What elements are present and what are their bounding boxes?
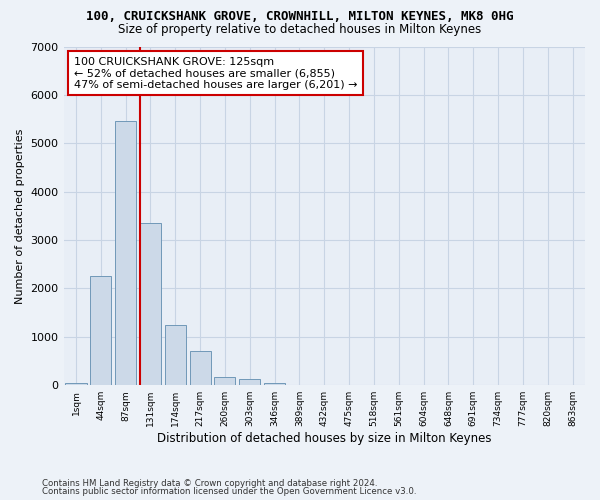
X-axis label: Distribution of detached houses by size in Milton Keynes: Distribution of detached houses by size … <box>157 432 491 445</box>
Bar <box>165 324 186 385</box>
Text: Size of property relative to detached houses in Milton Keynes: Size of property relative to detached ho… <box>118 22 482 36</box>
Bar <box>90 276 112 385</box>
Bar <box>214 376 235 385</box>
Bar <box>264 383 285 385</box>
Y-axis label: Number of detached properties: Number of detached properties <box>15 128 25 304</box>
Bar <box>65 382 86 385</box>
Text: 100, CRUICKSHANK GROVE, CROWNHILL, MILTON KEYNES, MK8 0HG: 100, CRUICKSHANK GROVE, CROWNHILL, MILTO… <box>86 10 514 23</box>
Bar <box>115 122 136 385</box>
Bar <box>190 352 211 385</box>
Bar <box>239 380 260 385</box>
Text: Contains HM Land Registry data © Crown copyright and database right 2024.: Contains HM Land Registry data © Crown c… <box>42 478 377 488</box>
Text: 100 CRUICKSHANK GROVE: 125sqm
← 52% of detached houses are smaller (6,855)
47% o: 100 CRUICKSHANK GROVE: 125sqm ← 52% of d… <box>74 56 358 90</box>
Text: Contains public sector information licensed under the Open Government Licence v3: Contains public sector information licen… <box>42 487 416 496</box>
Bar <box>140 223 161 385</box>
